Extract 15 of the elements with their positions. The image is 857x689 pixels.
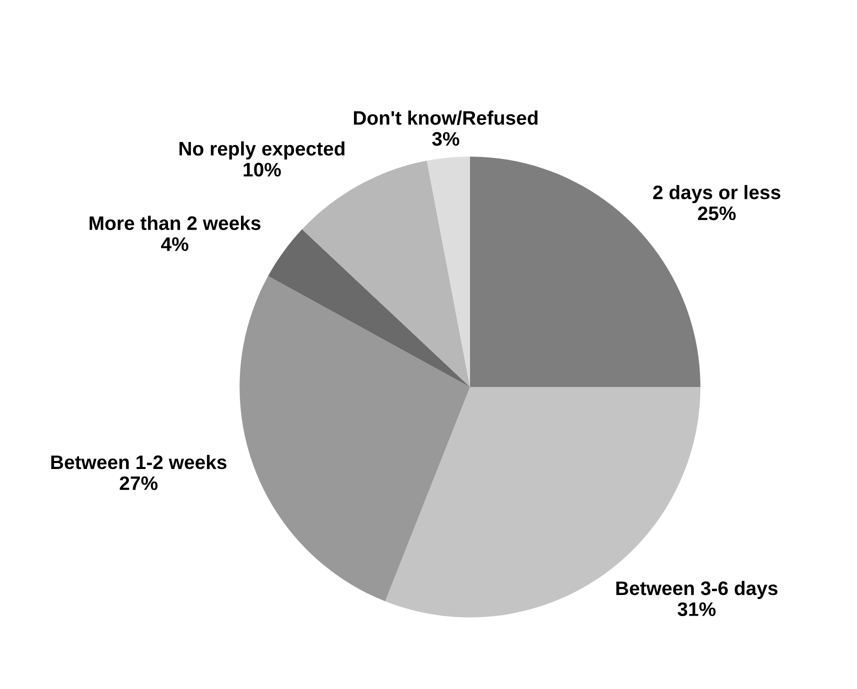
data-label: 4%	[161, 237, 188, 251]
slice-label: Between 1-2 weeks	[51, 454, 226, 470]
slice-label: 2 days or less	[653, 185, 780, 204]
data-label: 27%	[120, 476, 158, 490]
data-label: 31%	[678, 602, 716, 616]
slice-label: More than 2 weeks	[90, 216, 260, 230]
slice-label: Between 3-6 days	[616, 580, 778, 600]
pie-slice	[426, 156, 470, 387]
slice-label: No reply expected	[180, 141, 344, 160]
data-label: 10%	[244, 162, 281, 177]
data-label: 3%	[432, 132, 460, 146]
pie-slice	[268, 229, 470, 387]
data-label: 25%	[698, 206, 736, 220]
pie-slice	[240, 276, 470, 602]
slice-label: Don't know/Refused	[354, 110, 538, 126]
